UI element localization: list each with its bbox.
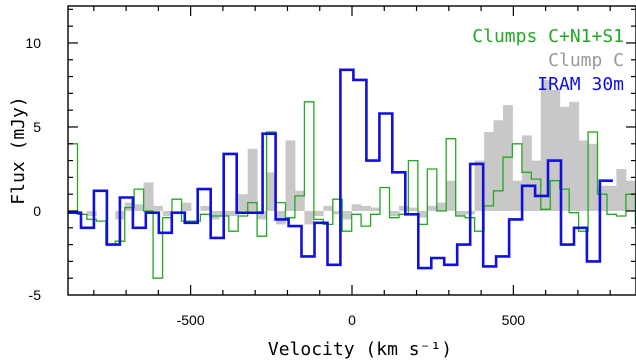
bar-clump-c: [474, 160, 485, 211]
bar-clump-c: [361, 205, 371, 211]
bar-clump-c: [389, 211, 400, 216]
x-tick-label: 0: [348, 312, 356, 328]
bar-clump-c: [313, 211, 324, 216]
y-tick-label: -5: [29, 287, 42, 303]
y-tick-label: 0: [33, 203, 41, 219]
bar-clump-c: [276, 211, 286, 225]
bar-clump-c: [351, 204, 362, 211]
legend-entry: Clump C: [548, 50, 624, 71]
bar-clump-c: [446, 180, 457, 211]
bar-clump-c: [540, 79, 551, 212]
bar-clump-c: [484, 132, 494, 211]
bar-clump-c: [209, 211, 220, 220]
bar-clump-c: [285, 140, 296, 211]
bar-clump-c: [625, 180, 636, 211]
bar-clump-c: [238, 194, 249, 211]
bar-clump-c: [247, 148, 258, 211]
bar-clump-c: [521, 135, 532, 211]
bar-clump-c: [323, 205, 334, 211]
bar-clump-c: [304, 211, 315, 225]
bar-clump-c: [597, 185, 608, 211]
bar-clump-c: [162, 211, 173, 216]
bar-clump-c: [578, 140, 589, 211]
bar-clump-c: [181, 202, 192, 211]
bar-clump-c: [607, 185, 617, 211]
bar-clump-c: [134, 204, 145, 211]
axes: -500 0 500 -5 0 5 10 Velocity (km s⁻¹) Flux (mJy…: [8, 5, 636, 360]
bar-clump-c: [143, 182, 154, 211]
bar-clump-c: [332, 211, 343, 215]
bar-clump-c: [559, 106, 570, 211]
bar-clump-c: [417, 211, 428, 218]
x-tick-label: 500: [502, 312, 526, 328]
x-tick-label: -500: [177, 312, 205, 328]
bar-clump-c: [399, 205, 409, 211]
bar-clump-c: [550, 90, 561, 211]
y-axis-title: Flux (mJy): [8, 96, 29, 204]
bar-clump-c: [342, 211, 353, 220]
bar-clump-c: [294, 190, 305, 211]
series-clumps-c-n1-s1: [68, 101, 636, 279]
bar-clump-c: [503, 105, 513, 211]
y-tick-label: 5: [33, 119, 41, 135]
bar-clump-c: [124, 202, 135, 211]
series-clump-c: [86, 79, 636, 225]
y-tick-label: 10: [25, 35, 41, 51]
x-axis-title: Velocity (km s⁻¹): [268, 339, 452, 360]
bar-clump-c: [200, 205, 211, 211]
legend-entry: Clumps C+N1+S1: [472, 26, 624, 47]
bar-clump-c: [257, 211, 267, 220]
legend: Clumps C+N1+S1 Clump C IRAM 30m: [472, 26, 624, 95]
bar-clump-c: [455, 211, 466, 216]
bar-clump-c: [588, 143, 598, 211]
bar-clump-c: [512, 180, 523, 211]
bar-clump-c: [228, 211, 239, 216]
bar-clump-c: [86, 211, 97, 216]
plot-area: [68, 68, 636, 279]
bar-clump-c: [436, 202, 447, 211]
bar-clump-c: [616, 169, 627, 211]
series-iram-30m: [68, 68, 613, 270]
bar-clump-c: [493, 120, 504, 211]
bar-clump-c: [427, 205, 438, 211]
bar-clump-c: [569, 101, 580, 211]
bar-clump-c: [408, 207, 419, 211]
legend-entry: IRAM 30m: [537, 74, 624, 95]
bar-clump-c: [370, 207, 381, 211]
bar-clump-c: [266, 172, 277, 211]
bar-clump-c: [153, 205, 163, 211]
